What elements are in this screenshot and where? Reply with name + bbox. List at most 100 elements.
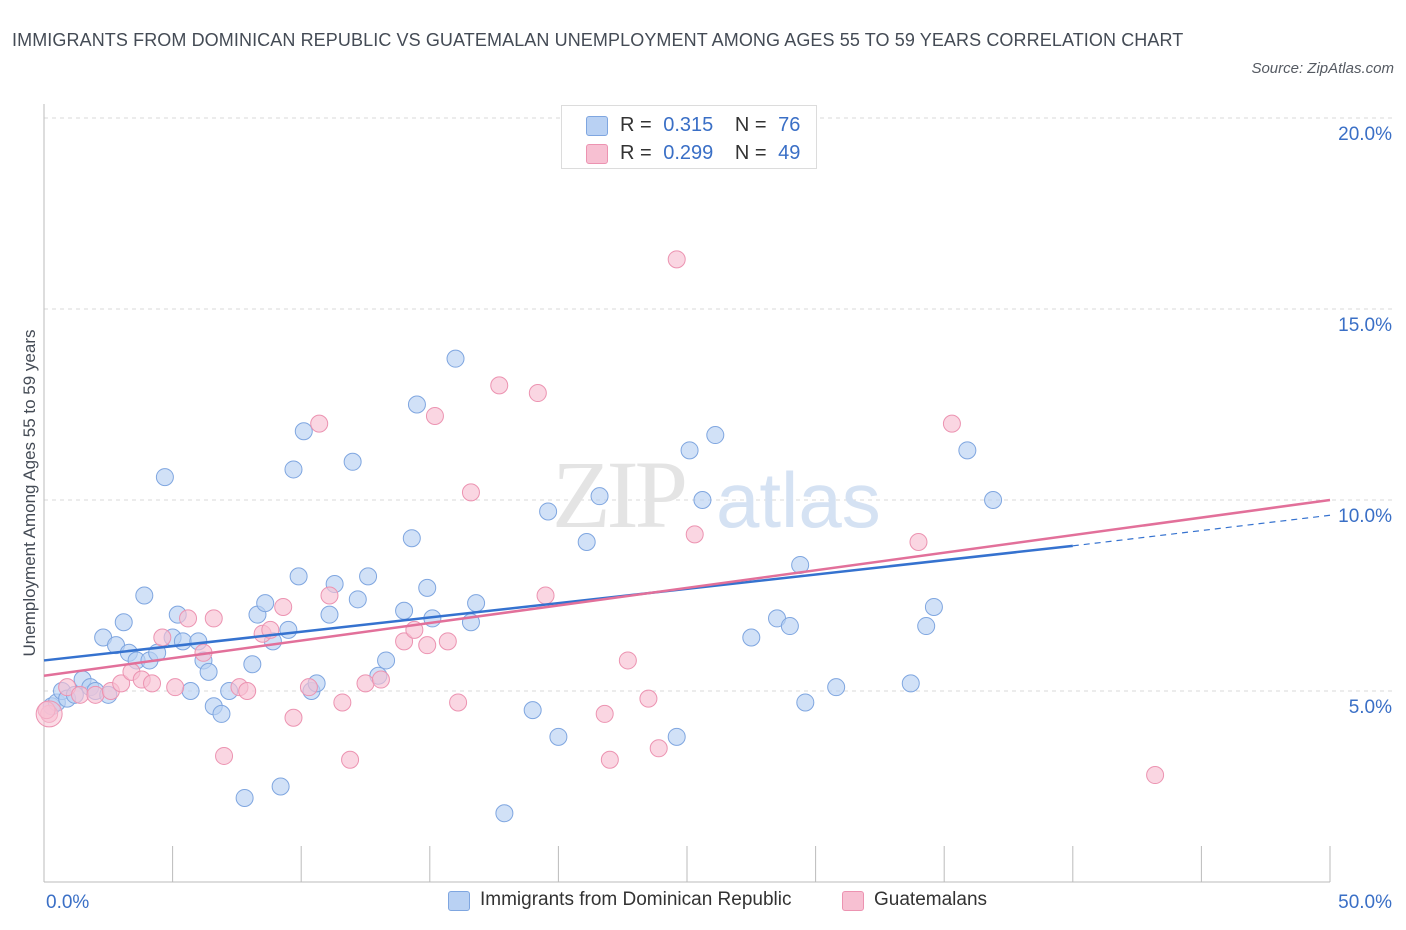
point-dominican — [235, 788, 254, 807]
point-dominican — [395, 601, 414, 620]
point-dominican — [135, 586, 154, 605]
point-guatemalan — [179, 609, 198, 628]
point-dominican — [667, 727, 686, 746]
legend-n-value: 76 — [778, 114, 801, 136]
legend-swatch-pink — [842, 891, 864, 911]
point-guatemalan — [274, 597, 293, 616]
legend-r-label: R = — [620, 142, 652, 164]
point-guatemalan — [600, 750, 619, 769]
point-dominican — [577, 533, 596, 552]
point-guatemalan — [299, 678, 318, 697]
point-guatemalan — [215, 746, 234, 765]
y-tick-label: 15.0% — [1338, 315, 1392, 336]
legend-swatch-pink — [586, 144, 608, 164]
point-guatemalan — [166, 678, 185, 697]
point-guatemalan — [333, 693, 352, 712]
point-guatemalan — [425, 406, 444, 425]
point-dominican — [796, 693, 815, 712]
point-dominican — [402, 529, 421, 548]
point-dominican — [407, 395, 426, 414]
legend-label-guatemalan: Guatemalans — [874, 889, 988, 910]
point-dominican — [212, 704, 231, 723]
legend-label-dominican: Immigrants from Dominican Republic — [480, 889, 792, 910]
trend-line-guatemalan — [43, 498, 1331, 677]
gridlines — [44, 117, 1392, 692]
point-dominican — [917, 617, 936, 636]
point-dominican — [348, 590, 367, 609]
point-guatemalan — [320, 586, 339, 605]
point-guatemalan — [71, 685, 90, 704]
point-dominican — [467, 594, 486, 613]
point-guatemalan — [461, 483, 480, 502]
point-guatemalan — [310, 414, 329, 433]
y-tick-label: 5.0% — [1349, 697, 1392, 718]
point-guatemalan-large — [35, 700, 63, 728]
point-dominican — [446, 349, 465, 368]
legend-swatch-blue — [586, 116, 608, 136]
legend-n-label: N = — [734, 114, 767, 136]
point-guatemalan — [618, 651, 637, 670]
point-guatemalan — [685, 525, 704, 544]
point-dominican — [199, 662, 218, 681]
point-dominican — [706, 426, 725, 445]
point-dominican — [320, 605, 339, 624]
point-guatemalan — [204, 609, 223, 628]
point-dominican — [693, 491, 712, 509]
point-guatemalan — [418, 636, 437, 655]
point-dominican — [590, 487, 609, 506]
point-dominican — [243, 655, 262, 674]
point-guatemalan — [449, 693, 468, 712]
point-dominican — [359, 567, 378, 586]
point-guatemalan — [909, 533, 928, 552]
point-dominican — [289, 567, 308, 586]
point-guatemalan — [942, 414, 961, 433]
point-dominican — [284, 460, 303, 479]
point-dominican — [294, 422, 313, 441]
point-dominican — [114, 613, 133, 632]
point-dominican — [377, 651, 396, 670]
point-dominican — [901, 674, 920, 693]
point-dominican — [271, 777, 290, 796]
point-dominican — [279, 620, 298, 639]
point-guatemalan — [112, 674, 131, 693]
point-dominican — [173, 632, 192, 651]
y-tick-label: 20.0% — [1338, 124, 1392, 145]
point-guatemalan — [528, 384, 547, 403]
series-guatemalan-points — [35, 250, 1165, 785]
point-guatemalan — [238, 682, 257, 700]
legend-r-value: 0.315 — [663, 114, 714, 136]
point-dominican — [958, 441, 977, 460]
point-dominican — [539, 502, 558, 521]
watermark: ZIP atlas — [552, 441, 881, 548]
point-dominican — [827, 678, 846, 697]
point-guatemalan — [639, 689, 658, 708]
y-tick-label: 10.0% — [1338, 506, 1392, 527]
watermark-atlas: atlas — [716, 456, 881, 544]
point-dominican — [495, 804, 514, 823]
point-guatemalan — [143, 674, 162, 693]
point-dominican — [780, 617, 799, 636]
point-dominican — [523, 701, 542, 720]
point-guatemalan — [356, 674, 375, 693]
point-dominican — [418, 578, 437, 597]
source-label: Source: ZipAtlas.com — [1251, 60, 1394, 77]
point-guatemalan — [1146, 766, 1165, 785]
point-guatemalan — [86, 685, 105, 704]
point-guatemalan — [284, 708, 303, 727]
series-legend: Immigrants from Dominican Republic Guate… — [0, 888, 1406, 918]
chart-title: IMMIGRANTS FROM DOMINICAN REPUBLIC VS GU… — [12, 30, 1184, 50]
series-dominican-points — [42, 349, 1003, 823]
legend-r-value: 0.299 — [663, 142, 714, 164]
point-guatemalan — [536, 586, 555, 605]
point-guatemalan — [341, 750, 360, 769]
point-guatemalan — [371, 670, 390, 689]
legend-swatch-blue — [448, 891, 470, 911]
trend-line-dominican — [43, 544, 1073, 662]
point-dominican — [256, 594, 275, 613]
x-tick-label-max: 50.0% — [1338, 892, 1392, 913]
point-guatemalan — [153, 628, 172, 647]
point-guatemalan — [595, 704, 614, 723]
legend-n-value: 49 — [778, 142, 801, 164]
point-dominican — [343, 452, 362, 471]
